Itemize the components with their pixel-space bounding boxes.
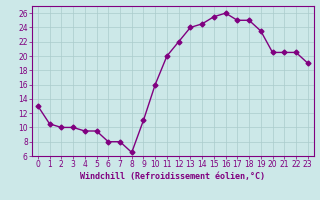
X-axis label: Windchill (Refroidissement éolien,°C): Windchill (Refroidissement éolien,°C) xyxy=(80,172,265,181)
